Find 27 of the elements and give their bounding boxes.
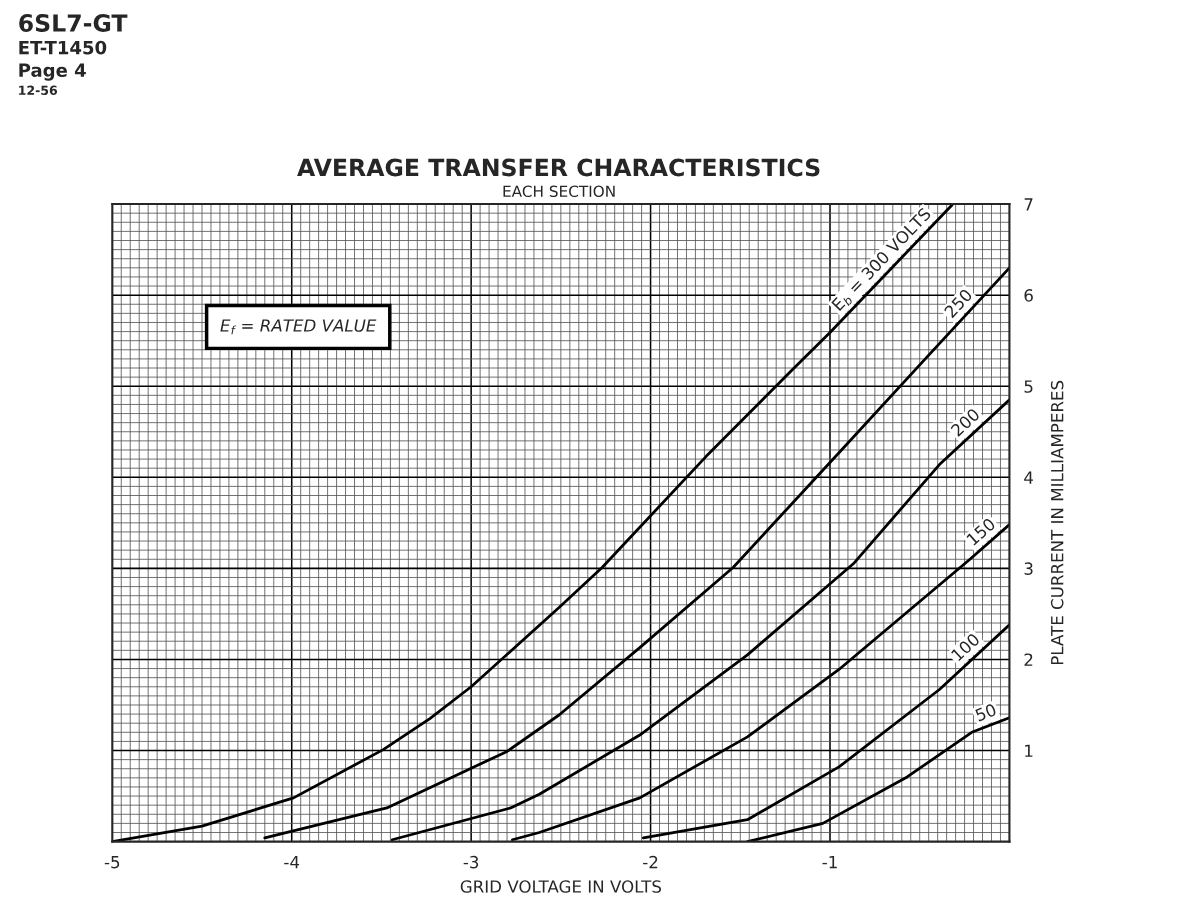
y-tick-label: 4 [1024, 471, 1033, 484]
chart-title: AVERAGE TRANSFER CHARACTERISTICS [297, 158, 820, 177]
y-tick-label: 3 [1024, 562, 1033, 575]
text: Page 4 [19, 63, 86, 81]
x-tick-label: -5 [104, 856, 120, 869]
text: 50 [974, 703, 997, 722]
text: 200 [950, 407, 981, 437]
y-tick-label: 7 [1024, 198, 1033, 211]
text: 6SL7-GT [19, 14, 128, 32]
y-tick-label: 2 [1024, 653, 1033, 666]
y-tick-label: 1 [1025, 744, 1033, 757]
text: 12-56 [19, 85, 58, 95]
x-axis-title: GRID VOLTAGE IN VOLTS [460, 880, 662, 893]
x-tick-label: -3 [463, 855, 479, 869]
text: 150 [966, 517, 997, 546]
text: ET-T1450 [19, 40, 107, 55]
y-tick-label: 5 [1024, 380, 1033, 393]
y-tick-label: 6 [1024, 289, 1033, 302]
text: 250 [943, 288, 973, 319]
x-tick-label: -1 [822, 856, 837, 869]
chart-subtitle: EACH SECTION [503, 185, 615, 198]
x-tick-label: -4 [284, 856, 300, 869]
text: E$_{b}$ = 300 VOLTS [831, 206, 934, 314]
y-axis-title: PLATE CURRENT IN MILLIAMPERES [1050, 380, 1064, 665]
x-tick-label: -2 [643, 855, 658, 869]
annotation: E$_{f}$ = RATED VALUE [220, 319, 377, 335]
text: 100 [950, 632, 981, 662]
